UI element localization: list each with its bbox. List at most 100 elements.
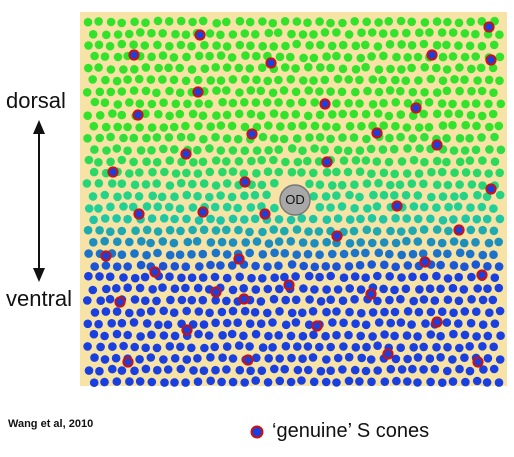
cone-dot xyxy=(351,41,361,51)
cone-dot xyxy=(419,365,428,374)
cone-dot xyxy=(140,41,150,50)
cone-dot xyxy=(316,366,326,376)
cone-dot xyxy=(368,332,377,341)
cone-dot xyxy=(228,238,238,247)
cone-dot xyxy=(206,76,216,85)
cone-dot xyxy=(425,284,435,294)
cone-dot xyxy=(327,41,337,51)
cone-dot xyxy=(222,250,232,259)
cone-dot xyxy=(268,18,278,28)
cone-dot xyxy=(414,169,424,178)
cone-dot xyxy=(378,215,388,224)
cone-dot xyxy=(298,121,308,130)
cone-dot xyxy=(362,179,372,188)
cone-dot xyxy=(333,214,343,223)
cone-dot xyxy=(314,157,324,166)
cone-dot xyxy=(199,320,209,329)
cone-dot xyxy=(488,63,498,73)
cone-dot xyxy=(432,271,441,281)
cone-dot xyxy=(147,99,157,109)
cone-dot xyxy=(240,29,250,38)
cone-dot xyxy=(345,190,354,200)
cone-dot xyxy=(344,98,353,108)
cone-dot xyxy=(129,40,138,49)
cone-dot xyxy=(84,249,93,258)
cone-dot xyxy=(204,331,214,340)
cone-dot xyxy=(303,342,313,351)
cone-dot xyxy=(413,353,423,362)
cone-dot xyxy=(123,283,132,293)
cone-dot xyxy=(147,28,156,38)
cone-dot xyxy=(125,98,134,107)
cone-dot xyxy=(304,86,314,95)
cone-dot xyxy=(164,63,173,73)
cone-dot xyxy=(90,308,100,317)
cone-dot xyxy=(396,132,405,142)
cone-dot xyxy=(466,318,476,328)
cone-dot xyxy=(274,261,283,271)
cone-dot xyxy=(455,248,465,258)
cone-dot xyxy=(95,226,104,235)
cone-dot xyxy=(328,181,337,190)
cone-dot xyxy=(420,132,429,142)
cone-dot xyxy=(321,377,331,387)
cone-dot xyxy=(390,307,400,317)
cone-dot xyxy=(95,133,104,143)
cone-dot xyxy=(367,377,376,387)
cone-dot xyxy=(210,272,220,282)
cone-dot xyxy=(396,318,406,327)
cone-dot xyxy=(373,366,383,375)
cone-dot xyxy=(315,180,325,189)
cone-dot xyxy=(484,169,494,178)
s-cone-dot xyxy=(365,288,377,300)
cone-dot xyxy=(438,76,448,85)
cone-dot xyxy=(338,64,348,74)
cone-dot xyxy=(222,110,232,120)
cone-dot xyxy=(459,238,469,248)
cone-dot xyxy=(152,296,161,306)
cone-dot xyxy=(432,17,442,26)
cone-dot xyxy=(309,330,318,340)
cone-dot xyxy=(183,237,193,247)
cone-dot xyxy=(181,262,191,272)
cone-dot xyxy=(419,202,429,212)
cone-dot xyxy=(372,157,382,166)
cone-dot xyxy=(322,237,332,247)
cone-dot xyxy=(211,365,220,375)
cone-dot xyxy=(153,365,162,375)
cone-dot xyxy=(449,308,458,318)
cone-dot xyxy=(83,134,92,143)
cone-dot xyxy=(478,295,488,305)
optic-disc-label: OD xyxy=(285,192,305,207)
cone-dot xyxy=(188,179,197,189)
cone-dot xyxy=(326,342,336,352)
s-cone-dot xyxy=(149,266,161,278)
cone-dot xyxy=(264,239,274,248)
s-cone-dot xyxy=(485,183,497,195)
cone-dot xyxy=(89,215,98,225)
cone-dot xyxy=(308,214,318,224)
cone-dot xyxy=(175,204,185,213)
cone-dot xyxy=(466,203,475,212)
cone-dot xyxy=(489,40,499,50)
cone-dot xyxy=(94,17,103,26)
cone-dot xyxy=(142,202,152,211)
s-cone-dot xyxy=(233,253,245,265)
cone-dot xyxy=(256,297,266,306)
cone-dot xyxy=(355,260,365,270)
s-cone-dot xyxy=(181,324,193,336)
cone-dot xyxy=(374,178,383,188)
cone-dot xyxy=(455,63,464,72)
cone-dot xyxy=(292,134,302,143)
cone-dot xyxy=(101,261,111,270)
cone-dot xyxy=(461,377,470,387)
cone-dot xyxy=(165,250,175,260)
cone-dot xyxy=(129,86,139,95)
cone-dot xyxy=(494,237,504,247)
cone-dot xyxy=(100,355,110,364)
cone-dot xyxy=(299,261,309,271)
cone-dot xyxy=(478,225,488,235)
cone-dot xyxy=(222,296,231,306)
cone-dot xyxy=(187,343,196,353)
cone-dot xyxy=(437,99,447,108)
